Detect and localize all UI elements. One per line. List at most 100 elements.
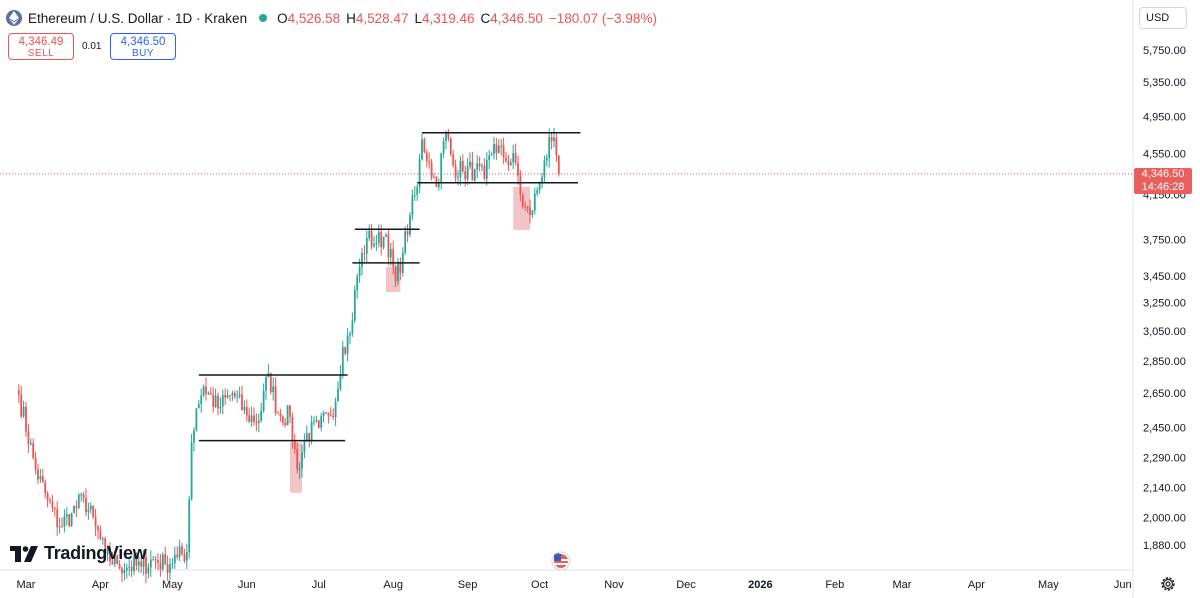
- candle: [262, 383, 265, 413]
- time-tick-3: Jun: [238, 579, 256, 591]
- demand-zone-2: [513, 187, 530, 230]
- candle: [483, 158, 486, 181]
- candle: [418, 153, 421, 194]
- candle: [409, 212, 411, 237]
- symbol-title[interactable]: Ethereum / U.S. Dollar · 1D · Kraken: [28, 10, 248, 26]
- candle: [41, 468, 44, 483]
- candle: [214, 388, 217, 409]
- time-tick-12: Mar: [893, 579, 912, 591]
- candle: [97, 525, 99, 540]
- candle: [123, 562, 126, 581]
- candle: [269, 372, 272, 395]
- low-value: 4,319.46: [421, 10, 475, 26]
- candle: [377, 224, 380, 248]
- sell-button[interactable]: 4,346.49 SELL: [8, 33, 74, 60]
- tradingview-logo-icon: [10, 545, 38, 562]
- candle: [315, 415, 318, 423]
- candle: [375, 234, 378, 251]
- high-label: H: [346, 10, 356, 26]
- candle: [245, 399, 248, 422]
- candle: [449, 137, 452, 157]
- candle: [82, 492, 85, 503]
- candle: [164, 546, 167, 566]
- candle: [22, 400, 25, 418]
- tradingview-logo[interactable]: TradingView: [10, 543, 147, 564]
- candle: [183, 548, 186, 564]
- candle: [466, 158, 469, 185]
- candle: [413, 185, 416, 202]
- candle: [310, 415, 313, 445]
- candle: [212, 387, 215, 413]
- candle: [188, 496, 191, 559]
- candle: [233, 390, 236, 399]
- market-status-dot: [259, 14, 268, 22]
- candle: [356, 273, 359, 299]
- candle: [135, 552, 138, 571]
- candle: [253, 407, 255, 426]
- candle: [442, 137, 445, 158]
- candlestick-series: [17, 128, 560, 584]
- time-axis[interactable]: Mar Apr May Jun Jul Aug Sep Oct Nov Dec 2026 Feb Mar…: [17, 579, 1132, 591]
- price-tick-3: 4,550.00: [1143, 149, 1186, 161]
- candle: [39, 468, 42, 483]
- candle: [404, 226, 407, 255]
- price-tick-14: 2,000.00: [1143, 513, 1186, 525]
- candle: [94, 508, 97, 537]
- price-tick-12: 2,290.00: [1143, 453, 1186, 465]
- candle: [152, 555, 155, 561]
- candle: [346, 328, 349, 362]
- candle: [205, 377, 207, 401]
- candle: [493, 136, 495, 160]
- time-tick-9: Dec: [676, 579, 696, 591]
- low-label: L: [414, 10, 422, 26]
- candle: [65, 507, 68, 526]
- candle: [536, 187, 539, 197]
- candle: [526, 206, 529, 213]
- demand-zones: [290, 187, 530, 493]
- candle: [121, 566, 123, 583]
- candle: [130, 560, 133, 577]
- candle: [106, 544, 109, 561]
- candle: [161, 552, 164, 572]
- candle: [373, 236, 375, 248]
- candle: [461, 154, 464, 173]
- candle: [20, 385, 23, 419]
- candle: [241, 385, 243, 411]
- candle: [524, 202, 527, 211]
- price-tick-0: 5,750.00: [1143, 45, 1186, 57]
- candle: [116, 554, 119, 565]
- price-tick-9: 2,850.00: [1143, 356, 1186, 368]
- candle: [327, 412, 330, 424]
- candle: [339, 365, 342, 391]
- candle: [176, 546, 179, 560]
- candle: [145, 548, 147, 584]
- time-tick-5: Aug: [383, 579, 403, 591]
- candle: [109, 542, 111, 566]
- gear-icon[interactable]: [1159, 575, 1177, 593]
- currency-selector[interactable]: USD: [1139, 7, 1187, 29]
- candle: [440, 152, 443, 190]
- candle: [17, 384, 20, 404]
- buy-button[interactable]: 4,346.50 BUY: [110, 33, 176, 60]
- candle: [469, 152, 471, 170]
- us-flag-icon[interactable]: [551, 551, 571, 571]
- candle: [149, 550, 152, 577]
- candle: [519, 170, 522, 202]
- candle: [142, 549, 145, 576]
- candle: [209, 386, 212, 395]
- candle: [382, 236, 385, 250]
- candle: [68, 513, 71, 528]
- candle: [531, 209, 534, 219]
- price-axis[interactable]: 5,750.005,350.004,950.004,550.004,150.00…: [1143, 45, 1186, 552]
- candle: [437, 178, 440, 191]
- candle: [351, 312, 354, 337]
- candle: [296, 442, 299, 474]
- candle: [34, 451, 37, 475]
- candle: [392, 240, 395, 275]
- candle: [500, 138, 503, 156]
- price-tick-7: 3,250.00: [1143, 298, 1186, 310]
- candle: [416, 183, 419, 201]
- candle: [70, 512, 73, 527]
- candle: [46, 491, 49, 508]
